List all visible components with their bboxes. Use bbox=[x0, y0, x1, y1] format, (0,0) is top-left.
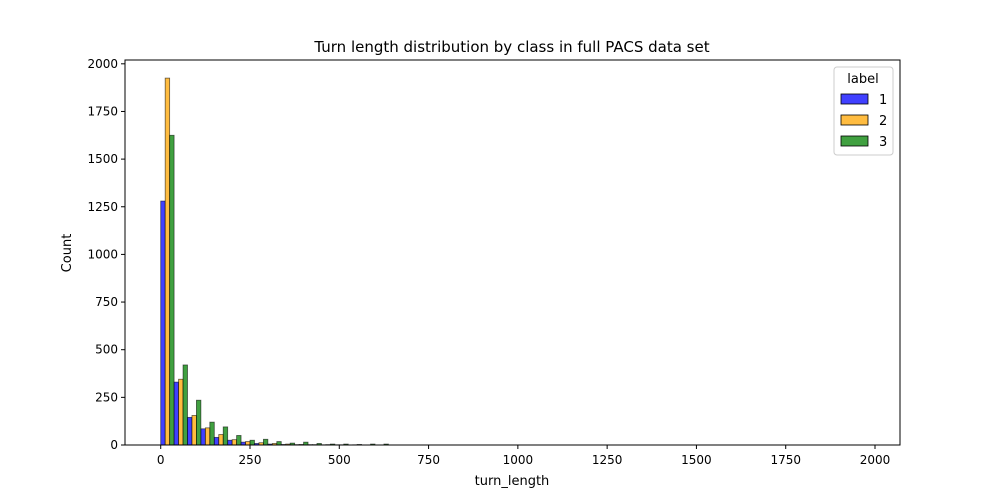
legend-label-3: 3 bbox=[879, 135, 887, 150]
bar-label-2-bin-6 bbox=[246, 442, 250, 445]
y-tick-label: 1750 bbox=[87, 104, 118, 118]
legend-label-1: 1 bbox=[879, 93, 887, 108]
y-tick-label: 1250 bbox=[87, 200, 118, 214]
bar-label-2-bin-3 bbox=[205, 428, 209, 445]
bar-label-2-bin-1 bbox=[179, 379, 183, 445]
x-tick-label: 1250 bbox=[592, 453, 623, 467]
bar-label-3-bin-7 bbox=[263, 439, 267, 445]
y-tick-label: 0 bbox=[110, 438, 118, 452]
legend: label 1 2 3 bbox=[834, 67, 893, 155]
bar-label-1-bin-0 bbox=[161, 201, 165, 445]
bar-label-1-bin-5 bbox=[228, 440, 232, 445]
y-tick-label: 1000 bbox=[87, 247, 118, 261]
legend-items: 1 2 3 bbox=[841, 93, 887, 150]
bar-label-1-bin-4 bbox=[214, 437, 218, 445]
legend-swatch-3 bbox=[841, 136, 868, 146]
legend-title: label bbox=[847, 72, 878, 87]
x-tick-label: 0 bbox=[157, 453, 165, 467]
y-tick-label: 250 bbox=[95, 390, 118, 404]
x-tick-label: 1000 bbox=[503, 453, 534, 467]
legend-label-2: 2 bbox=[879, 114, 887, 129]
x-tick-label: 500 bbox=[328, 453, 351, 467]
x-axis-label: turn_length bbox=[475, 474, 550, 489]
x-tick-label: 250 bbox=[239, 453, 262, 467]
x-tick-label: 1500 bbox=[681, 453, 712, 467]
y-tick-label: 750 bbox=[95, 295, 118, 309]
y-axis-label: Count bbox=[60, 234, 75, 273]
bar-label-1-bin-1 bbox=[174, 382, 178, 445]
bar-label-3-bin-0 bbox=[170, 135, 174, 445]
bar-label-2-bin-5 bbox=[232, 440, 236, 445]
x-tick-label: 750 bbox=[417, 453, 440, 467]
bar-label-2-bin-4 bbox=[219, 435, 223, 445]
chart-title: Turn length distribution by class in ful… bbox=[313, 38, 709, 56]
x-tick-label: 2000 bbox=[860, 453, 891, 467]
bar-label-3-bin-1 bbox=[183, 365, 187, 445]
bar-label-3-bin-6 bbox=[250, 440, 254, 445]
bar-label-3-bin-4 bbox=[223, 427, 227, 445]
bar-label-3-bin-2 bbox=[196, 400, 200, 445]
bar-label-2-bin-0 bbox=[165, 78, 169, 445]
bar-label-3-bin-3 bbox=[210, 422, 214, 445]
y-tick-label: 2000 bbox=[87, 57, 118, 71]
bar-label-2-bin-2 bbox=[192, 415, 196, 445]
bar-label-1-bin-2 bbox=[188, 417, 192, 445]
y-tick-label: 1500 bbox=[87, 152, 118, 166]
bar-label-3-bin-8 bbox=[277, 442, 281, 445]
x-tick-label: 1750 bbox=[770, 453, 801, 467]
bar-label-3-bin-5 bbox=[237, 435, 241, 445]
legend-swatch-2 bbox=[841, 115, 868, 125]
y-tick-label: 500 bbox=[95, 343, 118, 357]
bar-label-1-bin-3 bbox=[201, 429, 205, 445]
legend-swatch-1 bbox=[841, 94, 868, 104]
